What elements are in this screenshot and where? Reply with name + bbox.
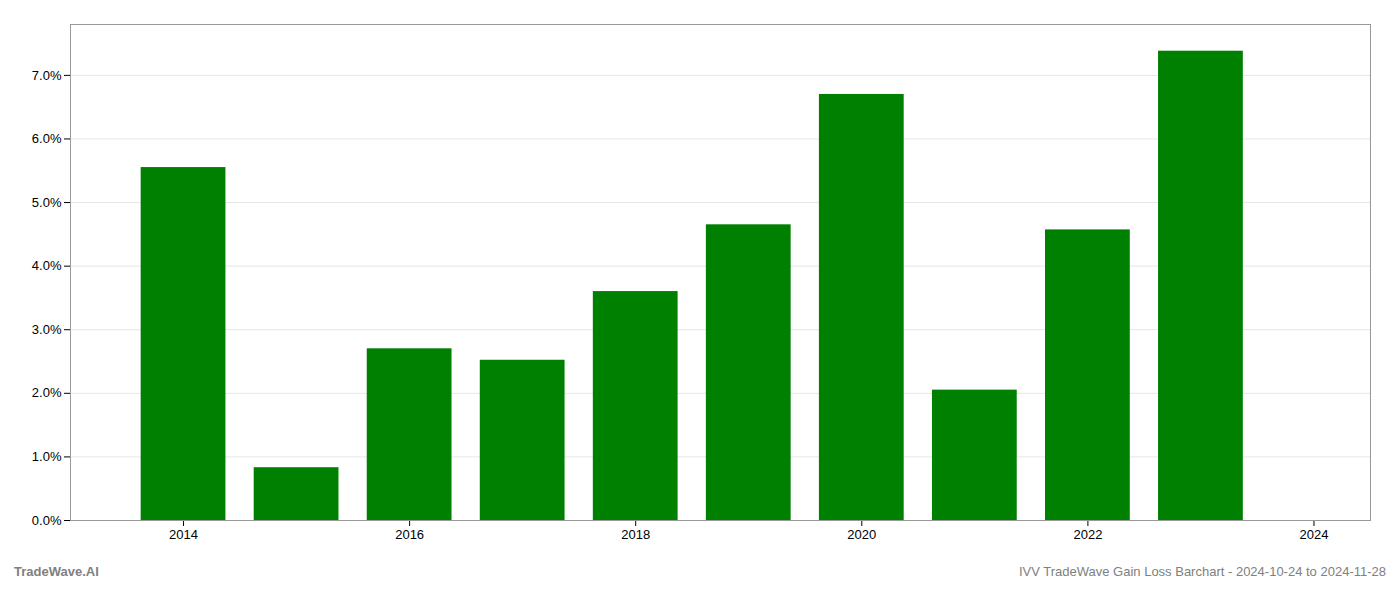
html-text:TradeWave.AI: TradeWave.AI — [14, 564, 99, 579]
svg-text:2016: 2016 — [395, 527, 424, 542]
html-text:IVV TradeWave Gain Loss Barcha: IVV TradeWave Gain Loss Barchart - 2024-… — [1018, 564, 1386, 579]
svg-text:2.0%: 2.0% — [32, 385, 62, 400]
svg-text:7.0%: 7.0% — [32, 68, 62, 83]
svg-text:3.0%: 3.0% — [32, 322, 62, 337]
svg-text:1.0%: 1.0% — [32, 449, 62, 464]
svg-text:2018: 2018 — [621, 527, 650, 542]
svg-text:2022: 2022 — [1073, 527, 1102, 542]
svg-text:2014: 2014 — [169, 527, 198, 542]
svg-text:4.0%: 4.0% — [32, 258, 62, 273]
svg-text:6.0%: 6.0% — [32, 131, 62, 146]
svg-text:5.0%: 5.0% — [32, 195, 62, 210]
svg-text:0.0%: 0.0% — [32, 513, 62, 528]
svg-text:2024: 2024 — [1300, 527, 1329, 542]
svg-text:2020: 2020 — [847, 527, 876, 542]
